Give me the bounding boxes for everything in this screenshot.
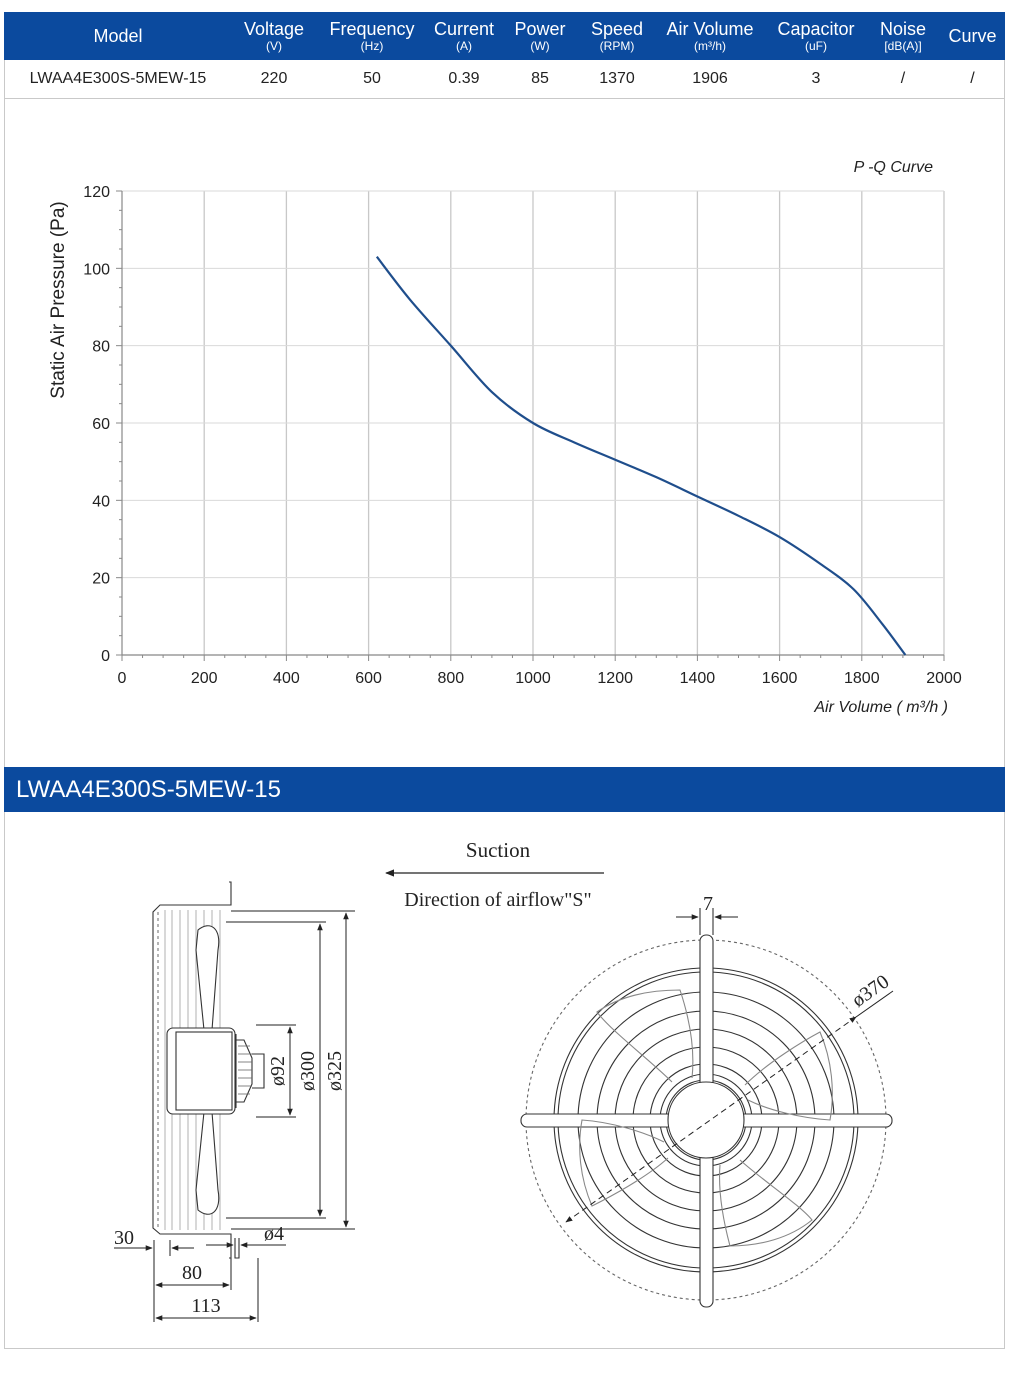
x-axis-label: Air Volume ( m³/h ) [813,699,948,716]
header-current: Current (A) [428,12,500,60]
y-tick-label: 0 [101,648,110,665]
x-tick-label: 0 [118,670,127,687]
header-label: Current [433,18,495,39]
header-label: Curve [948,25,997,46]
y-tick-label: 60 [92,416,110,433]
airflow-direction-label: Direction of airflow"S" [404,889,591,911]
header-unit: (W) [530,38,550,53]
y-tick-label: 80 [92,339,110,356]
cell-current: 0.39 [448,70,480,87]
header-unit: (A) [456,38,472,53]
fan-side-view [152,881,265,1259]
header-unit: (m³/h) [694,38,726,53]
dim-80: 80 [182,1262,202,1284]
model-section-title: LWAA4E300S-5MEW-15 [4,767,1005,812]
header-unit: (Hz) [360,38,384,53]
front-dimensions [565,908,894,1223]
header-label: Noise [879,18,927,39]
y-tick-label: 100 [83,261,110,278]
suction-label: Suction [466,838,531,862]
y-tick-label: 20 [92,571,110,588]
header-label: Frequency [329,18,415,39]
header-unit: [dB(A)] [884,38,922,53]
header-capacitor: Capacitor (uF) [766,12,866,60]
y-axis-label: Static Air Pressure (Pa) [48,201,69,398]
header-unit: (uF) [805,38,827,53]
header-unit: (V) [266,38,282,53]
x-tick-label: 1000 [515,670,551,687]
header-unit: (RPM) [599,38,635,53]
y-tick-label: 40 [92,493,110,510]
pq-curve-line [375,256,907,656]
pq-curve-chart: 0 200 400 600 800 1000 1200 1400 1600 1800 2000 0 20… [48,159,962,716]
x-tick-label: 600 [355,670,382,687]
header-label: Speed [590,18,644,39]
dim-d92: ø92 [267,1056,289,1086]
dim-d300: ø300 [297,1051,319,1091]
cell-power: 85 [531,70,549,87]
dim-d4: ø4 [264,1223,284,1245]
x-tick-label: 1600 [762,670,798,687]
chart-tick-labels: 0 200 400 600 800 1000 1200 1400 1600 1800 2000 0 20… [83,184,962,687]
header-curve: Curve [940,12,1005,60]
header-label: Power [514,18,566,39]
page-frame [4,12,1005,1349]
dim-113: 113 [191,1295,220,1317]
cell-model: LWAA4E300S-5MEW-15 [29,70,207,87]
cell-voltage: 220 [260,70,288,87]
cell-capacitor: 3 [811,70,821,87]
dim-7: 7 [703,893,713,915]
dim-30: 30 [114,1227,134,1249]
x-tick-label: 800 [437,670,464,687]
airflow-indicator: Suction Direction of airflow"S" [385,838,604,911]
cell-air-volume: 1906 [692,70,728,87]
header-frequency: Frequency (Hz) [316,12,428,60]
cell-speed: 1370 [599,70,635,87]
side-dimension-labels: ø92 ø300 ø325 ø4 30 80 113 [114,1051,346,1317]
header-label: Voltage [243,18,305,39]
x-tick-label: 2000 [926,670,962,687]
spec-table-header: Model Voltage (V) Frequency (Hz) Current… [4,12,1005,60]
cell-curve: / [970,70,975,87]
header-power: Power (W) [500,12,580,60]
x-tick-label: 1400 [680,670,716,687]
x-tick-label: 1200 [597,670,633,687]
header-speed: Speed (RPM) [580,12,654,60]
x-tick-label: 400 [273,670,300,687]
y-tick-label: 120 [83,184,110,201]
dim-d370: ø370 [848,971,893,1012]
cell-frequency: 50 [363,70,381,87]
header-label: Model [93,25,143,46]
header-label: Capacitor [777,18,855,39]
spec-table-row: LWAA4E300S-5MEW-15 220 50 0.39 85 1370 1… [4,60,1005,99]
header-voltage: Voltage (V) [232,12,316,60]
fan-technical-drawing: Suction Direction of airflow"S" [114,838,894,1322]
chart-axes [116,190,945,661]
header-model: Model [4,12,232,60]
x-tick-label: 200 [191,670,218,687]
dim-d325: ø325 [324,1051,346,1091]
front-dimension-labels: 7 ø370 [703,893,893,1012]
x-tick-label: 1800 [844,670,880,687]
header-noise: Noise [dB(A)] [866,12,940,60]
side-dimensions [114,910,355,1322]
cell-noise: / [900,70,906,87]
header-air-volume: Air Volume (m³/h) [654,12,766,60]
chart-title: P -Q Curve [854,159,934,176]
fan-front-view [520,934,893,1308]
header-label: Air Volume [666,18,754,39]
